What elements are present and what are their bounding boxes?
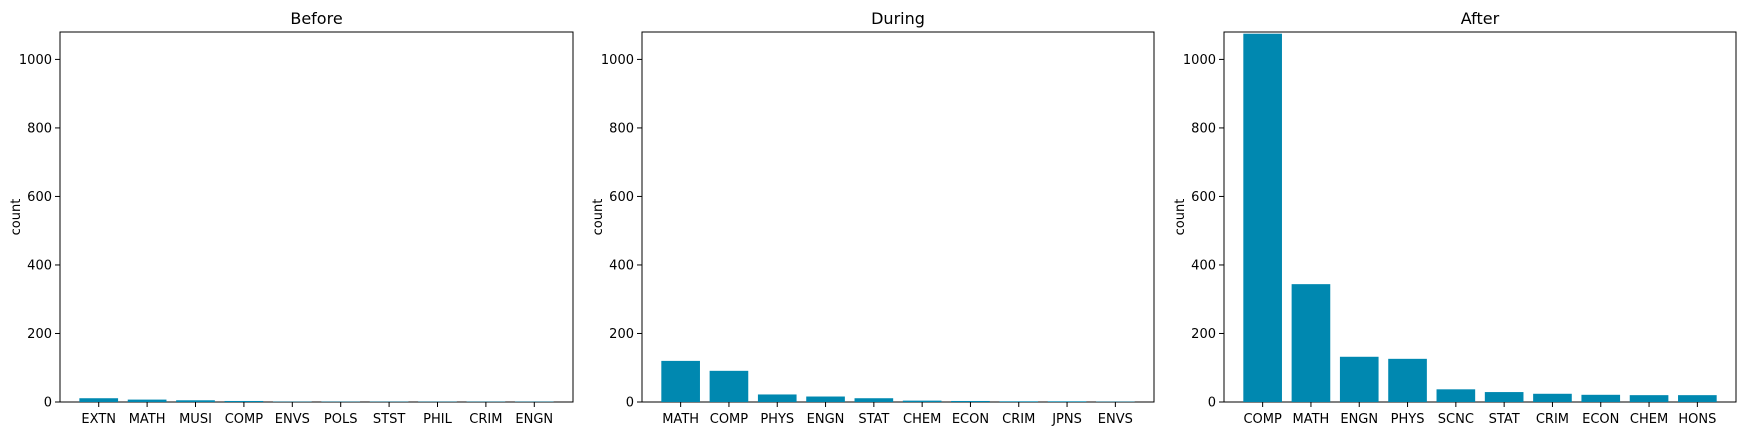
chart-title: After (1461, 9, 1500, 28)
y-tick-label: 800 (27, 121, 52, 136)
x-tick-label: SCNC (1438, 412, 1474, 427)
y-tick-label: 600 (609, 190, 634, 205)
bar-engn (1339, 356, 1379, 402)
y-tick-label: 200 (27, 327, 52, 342)
y-axis-label: count (1173, 199, 1188, 236)
x-tick-label: HONS (1678, 412, 1716, 427)
bar-econ (1581, 394, 1621, 402)
x-tick-label: MATH (1293, 412, 1330, 427)
bar-jpns (1047, 401, 1087, 402)
chart-panel-1: 0 200 400 600 800 1000 EXTN MATH MUSI COMP ENVS POL… (9, 9, 574, 427)
bar-math (127, 399, 167, 402)
x-tick-label: PHIL (423, 412, 452, 427)
x-tick-label: ECON (1582, 412, 1619, 427)
chart-panel-2: 0 200 400 600 800 1000 MATH COMP PHYS ENGN STAT CHE… (591, 9, 1155, 427)
x-tick-label: COMP (710, 412, 749, 427)
y-axis-label: count (9, 199, 24, 236)
x-tick-label: ENGN (1340, 412, 1378, 427)
bar-math (661, 360, 700, 402)
x-tick-label: CHEM (1630, 412, 1668, 427)
y-tick-label: 600 (27, 190, 52, 205)
x-tick-label: CHEM (903, 412, 941, 427)
plot-frame (59, 31, 574, 403)
chart-title: During (871, 9, 925, 28)
x-tick-label: STAT (1489, 412, 1520, 427)
bar-phys (1388, 358, 1427, 402)
x-tick-label: EXTN (81, 412, 116, 427)
bar-econ (951, 400, 990, 402)
bar-scnc (1436, 389, 1476, 402)
y-axis-label: count (591, 199, 606, 236)
x-tick-label: MATH (129, 412, 166, 427)
y-tick-label: 0 (626, 396, 634, 411)
y-tick-label: 800 (1191, 121, 1216, 136)
bar-engn (806, 396, 845, 402)
y-tick-label: 600 (1191, 190, 1216, 205)
x-tick-label: JPNS (1051, 412, 1082, 427)
y-tick-label: 400 (1191, 258, 1216, 273)
y-tick-label: 200 (1191, 327, 1216, 342)
bar-chem (1629, 395, 1669, 402)
bar-extn (79, 398, 119, 402)
bar-comp (709, 370, 749, 402)
y-tick-label: 0 (1208, 396, 1216, 411)
x-tick-label: COMP (225, 412, 264, 427)
bar-musi (176, 400, 215, 402)
x-tick-label: MATH (662, 412, 699, 427)
bar-stat (854, 398, 894, 402)
y-tick-label: 0 (44, 396, 52, 411)
x-tick-label: POLS (324, 412, 358, 427)
plot-frame (641, 31, 1155, 403)
bar-crim (999, 401, 1039, 402)
x-tick-label: STAT (858, 412, 889, 427)
x-tick-label: ENGN (807, 412, 845, 427)
x-tick-label: STST (373, 412, 405, 427)
bar-math (1291, 284, 1331, 402)
y-tick-label: 200 (609, 327, 634, 342)
y-tick-label: 1000 (601, 53, 634, 68)
bar-chem (902, 400, 942, 402)
x-tick-label: COMP (1243, 412, 1282, 427)
x-tick-label: CRIM (1536, 412, 1569, 427)
bar-hons (1678, 395, 1717, 402)
x-tick-label: ENGN (515, 412, 553, 427)
x-tick-label: ENVS (1098, 412, 1133, 427)
y-tick-label: 1000 (1183, 53, 1216, 68)
x-tick-label: PHYS (760, 412, 794, 427)
bar-stat (1484, 392, 1524, 402)
bar-crim (1533, 393, 1572, 402)
bar-phys (757, 394, 797, 402)
chart-panel-3: 0 200 400 600 800 1000 COMP MATH ENGN PHYS SCNC STA… (1173, 9, 1737, 427)
x-tick-label: PHYS (1391, 412, 1425, 427)
y-tick-label: 1000 (19, 53, 52, 68)
plot-frame (1223, 31, 1737, 403)
y-tick-label: 800 (609, 121, 634, 136)
x-tick-label: CRIM (469, 412, 502, 427)
bar-comp (1243, 33, 1282, 403)
chart-title: Before (290, 9, 342, 28)
x-tick-label: ENVS (275, 412, 310, 427)
x-tick-label: MUSI (179, 412, 212, 427)
y-tick-label: 400 (27, 258, 52, 273)
bar-comp (224, 400, 264, 402)
y-tick-label: 400 (609, 258, 634, 273)
x-tick-label: ECON (952, 412, 989, 427)
x-tick-label: CRIM (1002, 412, 1035, 427)
